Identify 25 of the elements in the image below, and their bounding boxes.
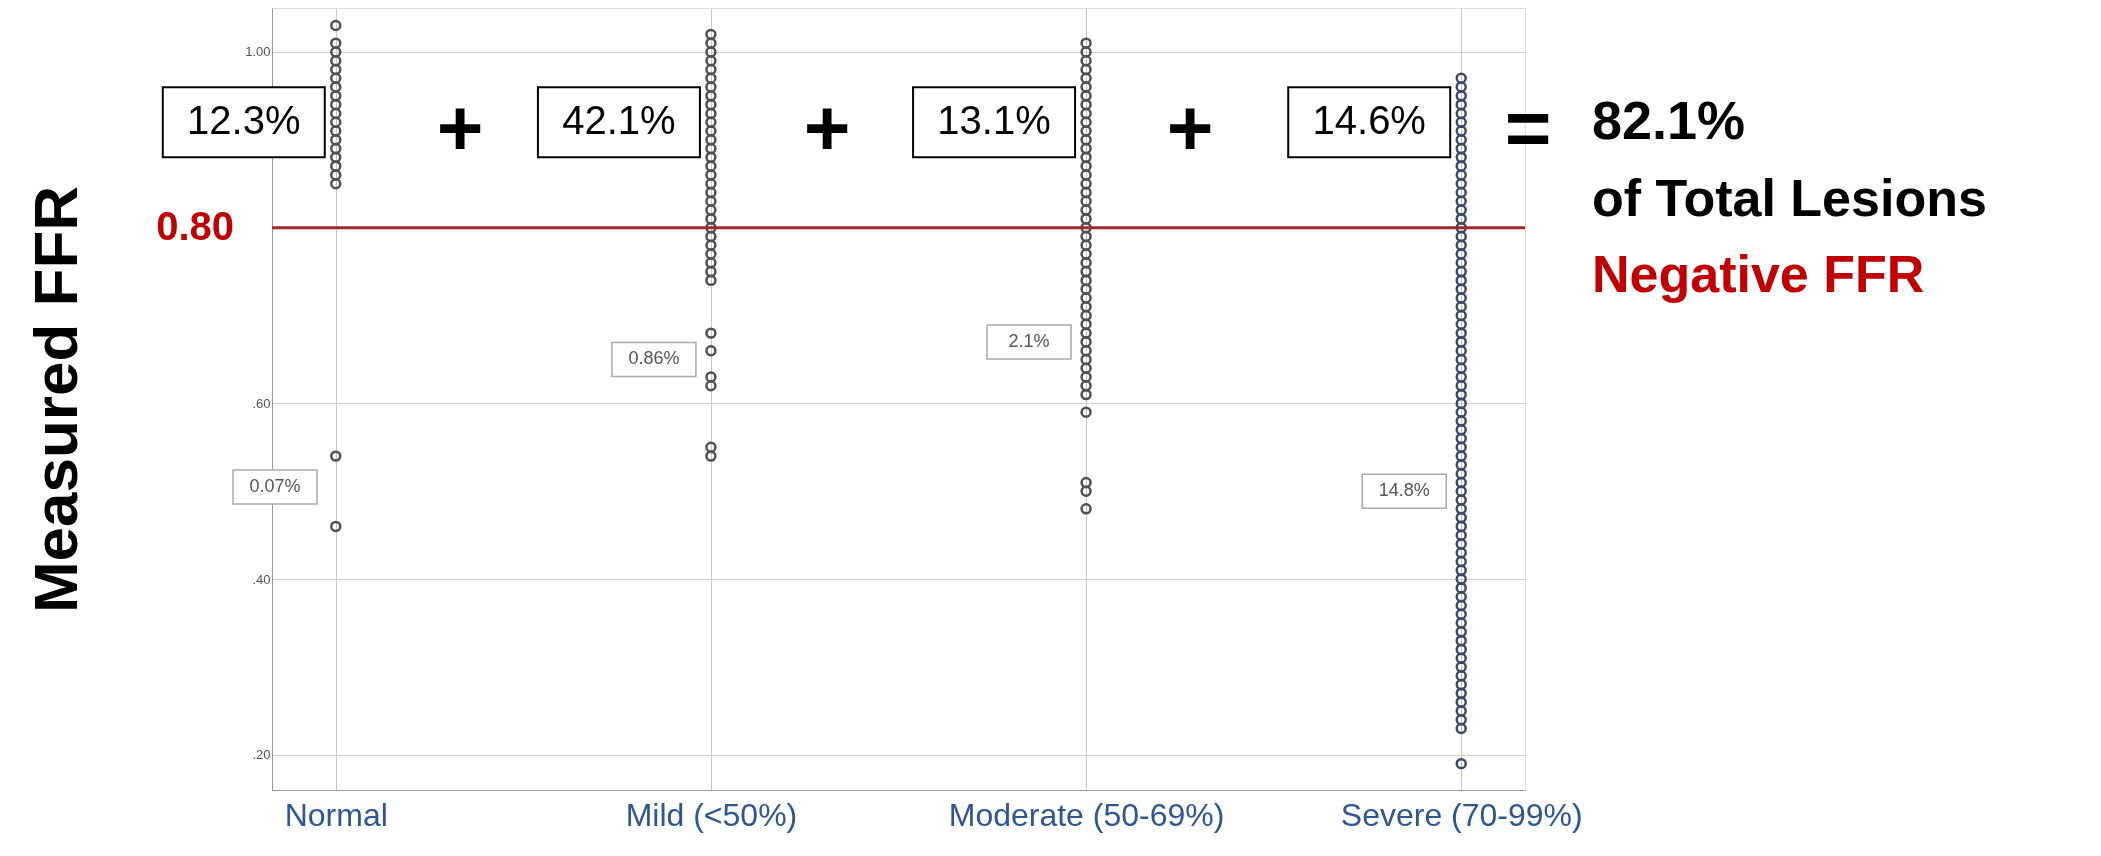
y-tick-label: .40 bbox=[252, 571, 271, 587]
x-tick-label: Moderate (50-69%) bbox=[948, 796, 1225, 833]
ref-line-label: 0.80 bbox=[156, 203, 234, 248]
text: 82.1% bbox=[1592, 90, 1746, 150]
text: Negative FFR bbox=[1592, 245, 1925, 303]
annotation: 2.1% bbox=[1008, 330, 1050, 351]
y-axis-title: Measured FFR bbox=[20, 185, 90, 614]
x-tick-label: Mild (<50%) bbox=[625, 796, 798, 833]
annotation: 13.1% bbox=[937, 98, 1051, 143]
annotation: 14.8% bbox=[1378, 480, 1430, 501]
annotation: 14.6% bbox=[1312, 98, 1426, 143]
annotation: 12.3% bbox=[187, 98, 301, 143]
annotation: 42.1% bbox=[562, 98, 676, 143]
y-tick-label: 1.00 bbox=[245, 44, 271, 60]
annotation: = bbox=[1504, 83, 1552, 172]
y-tick-label: .20 bbox=[252, 747, 271, 763]
annotation: + bbox=[436, 83, 484, 172]
annotation: + bbox=[803, 83, 851, 172]
y-tick-label: .60 bbox=[252, 395, 271, 411]
annotation: 0.07% bbox=[249, 476, 301, 496]
x-tick-label: Normal bbox=[284, 796, 388, 833]
x-tick-label: Severe (70-99%) bbox=[1340, 796, 1583, 833]
annotation: + bbox=[1166, 83, 1214, 172]
text: of Total Lesions bbox=[1592, 169, 1987, 227]
annotation: 0.86% bbox=[628, 348, 680, 369]
